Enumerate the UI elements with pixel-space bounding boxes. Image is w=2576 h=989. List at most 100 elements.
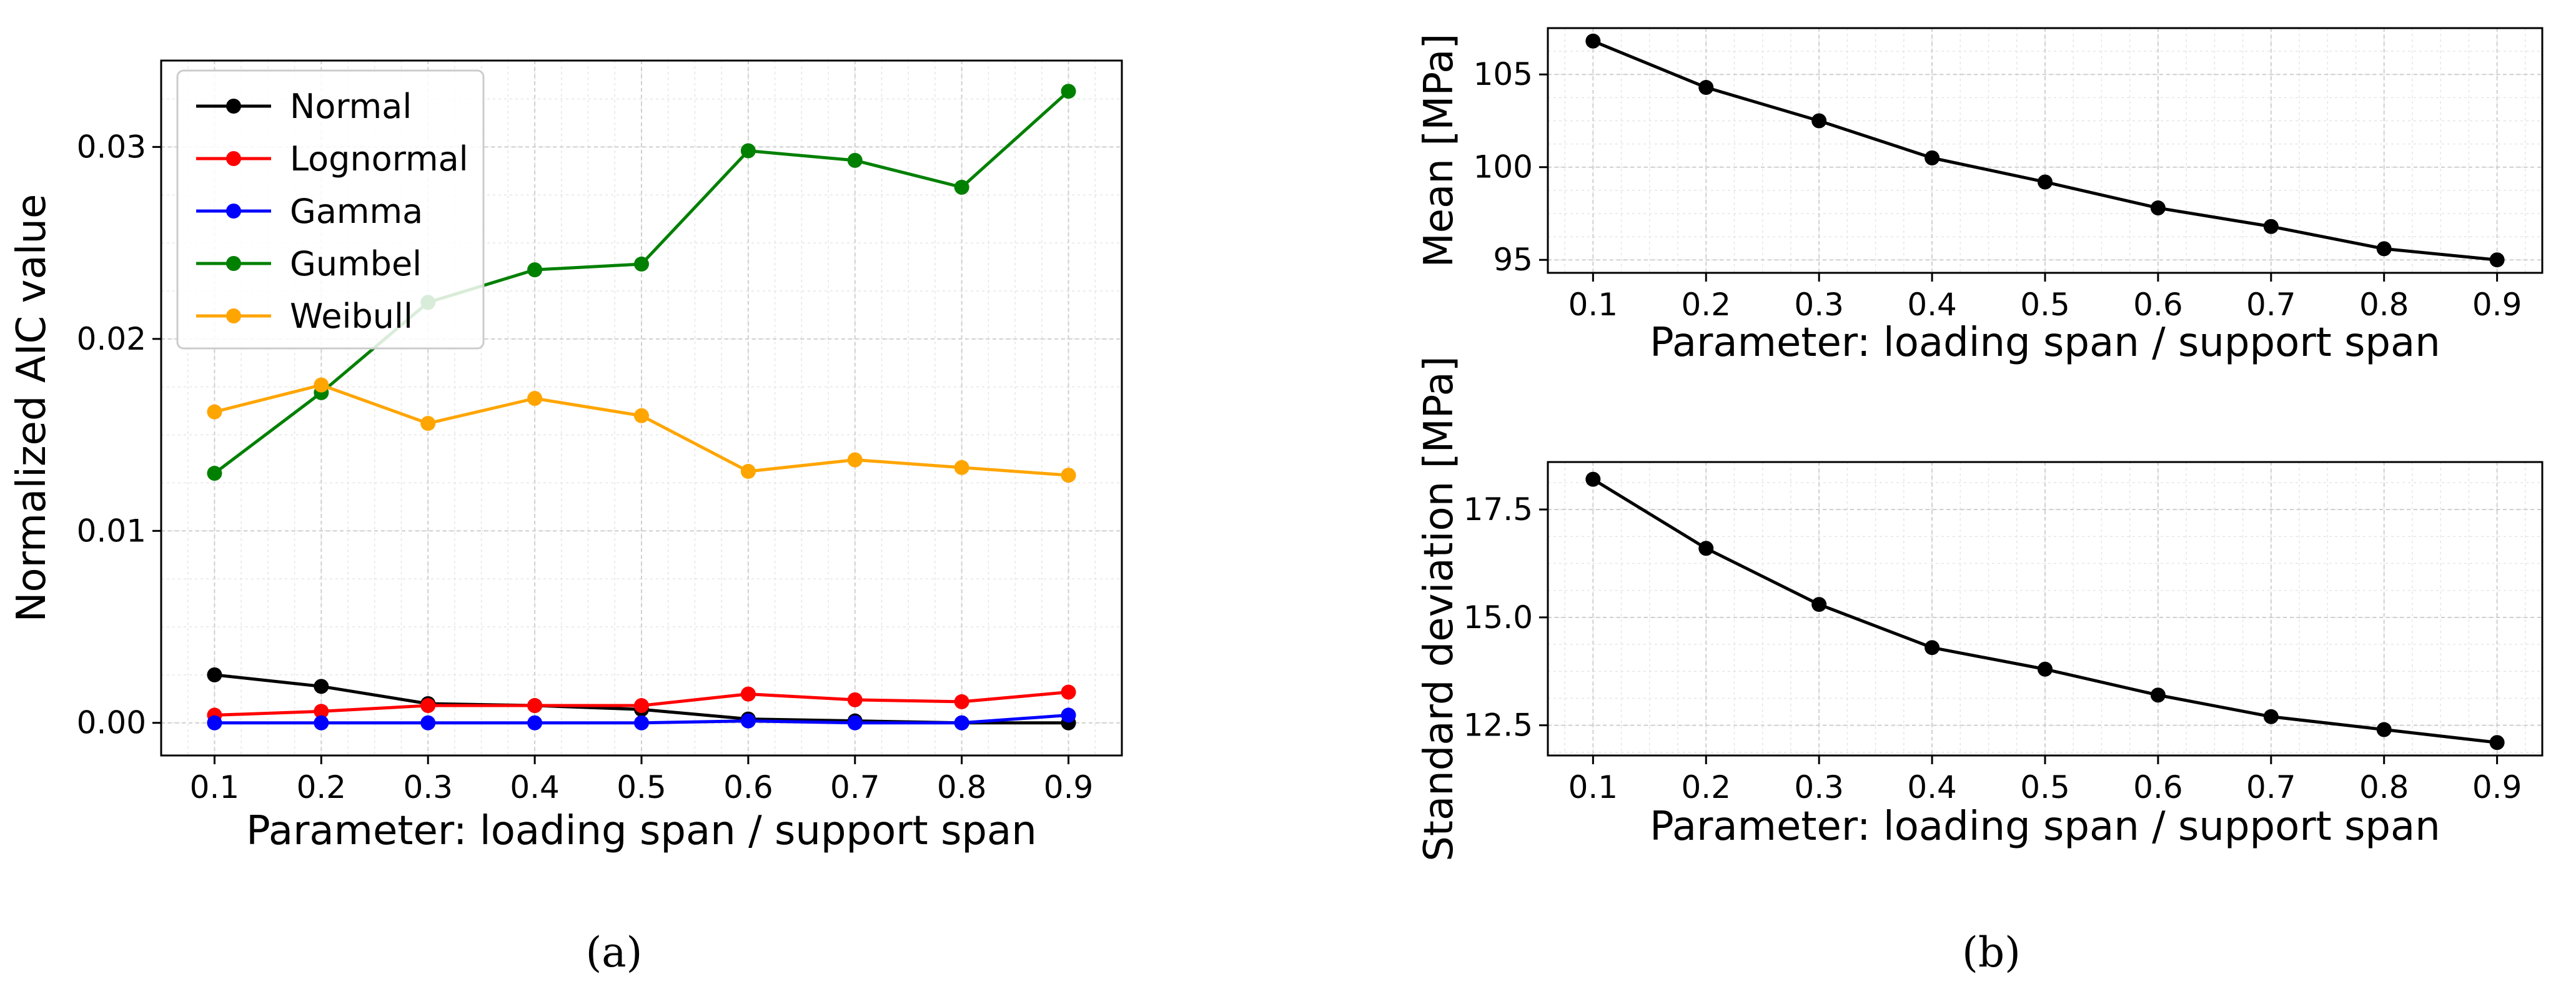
- data-point-weibull: [207, 404, 222, 420]
- data-point-weibull: [634, 408, 649, 423]
- panel-a-y-axis-label: Normalized AIC value: [9, 194, 55, 622]
- panel-b-caption: (b): [1962, 928, 2021, 977]
- panel-b-std-grid: [1548, 462, 2542, 755]
- legend-label: Gamma: [290, 192, 423, 231]
- data-point-gamma: [314, 715, 329, 731]
- data-point-weibull: [527, 391, 543, 406]
- x-tick-label: 0.1: [1568, 769, 1618, 805]
- x-tick-label: 0.6: [2133, 287, 2183, 323]
- data-point-mean: [2376, 241, 2392, 257]
- data-point-normal: [314, 679, 329, 694]
- panel-b-mean-ticks: 0.1 0.2 0.3 0.4 0.5 0.6 0.7 0.8 0.9 95 100 105: [1474, 56, 2522, 323]
- x-tick-label: 0.2: [1682, 769, 1731, 805]
- data-point-lognormal: [527, 698, 543, 714]
- x-tick-label: 0.5: [2020, 287, 2070, 323]
- data-point-standard-deviation: [2150, 687, 2166, 703]
- data-point-gamma: [420, 715, 436, 731]
- x-tick-label: 0.9: [2472, 769, 2522, 805]
- legend-swatch-marker: [226, 99, 241, 114]
- x-tick-label: 0.8: [937, 769, 987, 805]
- x-tick-label: 0.2: [1682, 287, 1731, 323]
- x-tick-label: 0.3: [1794, 287, 1844, 323]
- data-point-gumbel: [207, 466, 222, 481]
- data-point-gamma: [207, 715, 222, 731]
- panel-b-mean-grid: [1548, 27, 2542, 273]
- data-point-standard-deviation: [1698, 541, 1714, 556]
- data-point-lognormal: [1061, 684, 1076, 700]
- x-tick-label: 0.3: [1794, 769, 1844, 805]
- data-point-standard-deviation: [1585, 471, 1601, 487]
- data-point-gamma: [740, 713, 756, 729]
- y-tick-label: 12.5: [1464, 707, 1533, 744]
- data-point-standard-deviation: [1811, 597, 1827, 613]
- data-point-lognormal: [420, 698, 436, 714]
- y-tick-label: 0.00: [77, 705, 146, 741]
- panel-b-std-x-axis-label: Parameter: loading span / support span: [1650, 804, 2440, 850]
- data-point-lognormal: [314, 704, 329, 719]
- x-tick-label: 0.9: [2472, 287, 2522, 323]
- panel-b-std-y-axis-label: Standard deviation [MPa]: [1416, 356, 1462, 861]
- x-tick-label: 0.4: [510, 769, 560, 805]
- x-tick-label: 0.5: [2020, 769, 2070, 805]
- x-tick-label: 0.8: [2359, 287, 2409, 323]
- y-tick-label: 0.01: [77, 513, 146, 549]
- panel-a-chart: 0.1 0.2 0.3 0.4 0.5 0.6 0.7 0.8 0.9 0.00 0.01 0.02 0…: [9, 59, 1123, 977]
- data-point-weibull: [314, 377, 329, 393]
- legend-label: Normal: [290, 87, 412, 126]
- panel-b-std-ticks: 0.1 0.2 0.3 0.4 0.5 0.6 0.7 0.8 0.9 12.5 15.0 17.5: [1464, 491, 2522, 805]
- data-point-mean: [1585, 33, 1601, 49]
- data-point-gamma: [954, 715, 969, 731]
- x-tick-label: 0.6: [723, 769, 773, 805]
- y-tick-label: 95: [1493, 242, 1533, 278]
- panel-b-std-series: [1585, 471, 2505, 750]
- data-point-standard-deviation: [2376, 722, 2392, 737]
- x-tick-label: 0.5: [617, 769, 666, 805]
- x-tick-label: 0.6: [2133, 769, 2183, 805]
- x-tick-label: 0.7: [2246, 287, 2296, 323]
- data-point-gumbel: [1061, 84, 1076, 99]
- panel-b-mean-series: [1585, 33, 2505, 268]
- x-tick-label: 0.8: [2359, 769, 2409, 805]
- data-point-gamma: [847, 715, 863, 731]
- x-tick-label: 0.3: [403, 769, 453, 805]
- legend-swatch-marker: [226, 256, 241, 271]
- data-point-mean: [1698, 80, 1714, 96]
- panel-b-mean-x-axis-label: Parameter: loading span / support span: [1650, 320, 2440, 366]
- legend-swatch-marker: [226, 204, 241, 219]
- data-point-gumbel: [634, 256, 649, 272]
- legend-swatch-marker: [226, 308, 241, 323]
- legend-label: Gumbel: [290, 244, 422, 283]
- x-tick-label: 0.1: [190, 769, 240, 805]
- data-point-standard-deviation: [2038, 661, 2053, 677]
- y-tick-label: 17.5: [1464, 491, 1533, 528]
- data-point-gamma: [527, 715, 543, 731]
- data-point-weibull: [1061, 468, 1076, 483]
- data-point-mean: [2150, 200, 2166, 216]
- data-point-lognormal: [954, 694, 969, 709]
- data-point-lognormal: [634, 698, 649, 714]
- data-point-gamma: [634, 715, 649, 731]
- data-point-standard-deviation: [2263, 709, 2279, 724]
- data-point-mean: [2489, 252, 2505, 268]
- y-tick-label: 15.0: [1464, 599, 1533, 636]
- panel-b-mean-chart: 0.1 0.2 0.3 0.4 0.5 0.6 0.7 0.8 0.9 95 100 105 Para…: [1416, 27, 2544, 366]
- data-point-mean: [1925, 150, 1940, 165]
- data-point-gumbel: [847, 152, 863, 168]
- data-point-mean: [1811, 113, 1827, 129]
- x-tick-label: 0.1: [1568, 287, 1618, 323]
- y-tick-label: 0.02: [77, 321, 146, 357]
- data-point-weibull: [954, 460, 969, 475]
- legend-label: Lognormal: [290, 139, 468, 179]
- panel-a-caption: (a): [586, 928, 643, 977]
- y-tick-label: 100: [1474, 149, 1533, 185]
- data-point-gumbel: [954, 179, 969, 195]
- data-point-gumbel: [740, 143, 756, 159]
- panel-a-series: [207, 84, 1076, 731]
- data-point-lognormal: [847, 692, 863, 707]
- x-tick-label: 0.2: [297, 769, 347, 805]
- data-point-lognormal: [740, 686, 756, 702]
- data-point-weibull: [420, 416, 436, 431]
- x-tick-label: 0.7: [2246, 769, 2296, 805]
- panel-a-ticks: 0.1 0.2 0.3 0.4 0.5 0.6 0.7 0.8 0.9 0.00 0.01 0.02 0…: [77, 129, 1094, 805]
